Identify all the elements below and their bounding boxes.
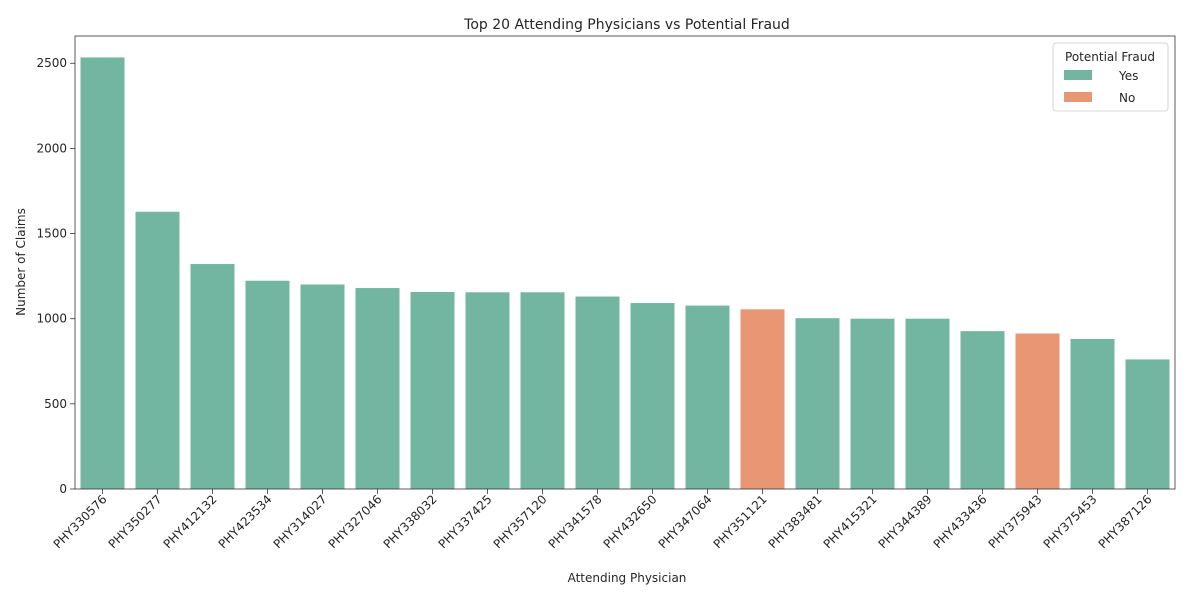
x-tick-label: PHY347064 [656, 492, 715, 551]
chart-title: Top 20 Attending Physicians vs Potential… [463, 17, 790, 33]
x-tick-label: PHY423534 [216, 492, 275, 551]
x-tick-label: PHY357120 [491, 492, 550, 551]
y-tick-label: 2000 [36, 141, 67, 155]
x-axis-label: Attending Physician [568, 571, 687, 585]
bar-phy330576 [80, 57, 125, 490]
legend-title: Potential Fraud [1065, 50, 1155, 64]
bar-phy432650 [630, 303, 675, 489]
x-tick-label: PHY338032 [381, 492, 440, 551]
bar-phy433436 [960, 331, 1005, 489]
bar-phy383481 [795, 318, 840, 489]
x-tick-label: PHY350277 [106, 492, 165, 551]
x-tick-label: PHY327046 [326, 492, 385, 551]
y-axis-label: Number of Claims [14, 208, 28, 316]
bar-phy337425 [465, 292, 510, 489]
bar-phy350277 [135, 211, 180, 490]
x-axis: PHY330576PHY350277PHY412132PHY423534PHY3… [51, 489, 1155, 551]
bar-phy314027 [300, 284, 345, 489]
y-tick-label: 0 [59, 482, 67, 496]
x-tick-label: PHY375943 [986, 492, 1045, 551]
x-tick-label: PHY341578 [546, 492, 605, 551]
legend-swatch-no [1064, 92, 1092, 102]
y-axis: 0 500 1000 1500 2000 2500 [36, 56, 75, 496]
x-tick-label: PHY330576 [51, 492, 110, 551]
bar-phy375453 [1070, 338, 1115, 489]
y-tick-label: 2500 [36, 56, 67, 70]
x-tick-label: PHY344389 [876, 492, 935, 551]
plot-frame [74, 35, 1176, 490]
x-tick-label: PHY432650 [601, 492, 660, 551]
legend-label-yes: Yes [1118, 69, 1138, 83]
x-tick-label: PHY415321 [821, 492, 880, 551]
x-tick-label: PHY433436 [931, 492, 990, 551]
bar-phy351121 [740, 309, 785, 489]
bar-phy347064 [685, 305, 730, 489]
legend: Potential Fraud Yes No [1052, 42, 1169, 112]
bar-phy344389 [905, 318, 950, 489]
x-tick-label: PHY375453 [1041, 492, 1100, 551]
bar-phy423534 [245, 280, 290, 489]
bar-phy327046 [355, 288, 400, 489]
bars-group [80, 57, 1170, 490]
bar-phy387126 [1125, 359, 1170, 489]
bar-phy375943 [1015, 333, 1060, 489]
bar-phy412132 [190, 264, 235, 489]
bar-phy341578 [575, 296, 620, 489]
x-tick-label: PHY351121 [711, 492, 770, 551]
bar-phy357120 [520, 292, 565, 489]
x-tick-label: PHY383481 [766, 492, 825, 551]
y-tick-label: 1000 [36, 312, 67, 326]
bar-phy338032 [410, 291, 455, 489]
x-tick-label: PHY337425 [436, 492, 495, 551]
x-tick-label: PHY412132 [161, 492, 220, 551]
y-tick-label: 500 [44, 397, 67, 411]
bar-phy415321 [850, 318, 895, 489]
legend-label-no: No [1119, 91, 1135, 105]
x-tick-label: PHY314027 [271, 492, 330, 551]
x-tick-label: PHY387126 [1096, 492, 1155, 551]
y-tick-label: 1500 [36, 227, 67, 241]
legend-swatch-yes [1064, 70, 1092, 80]
